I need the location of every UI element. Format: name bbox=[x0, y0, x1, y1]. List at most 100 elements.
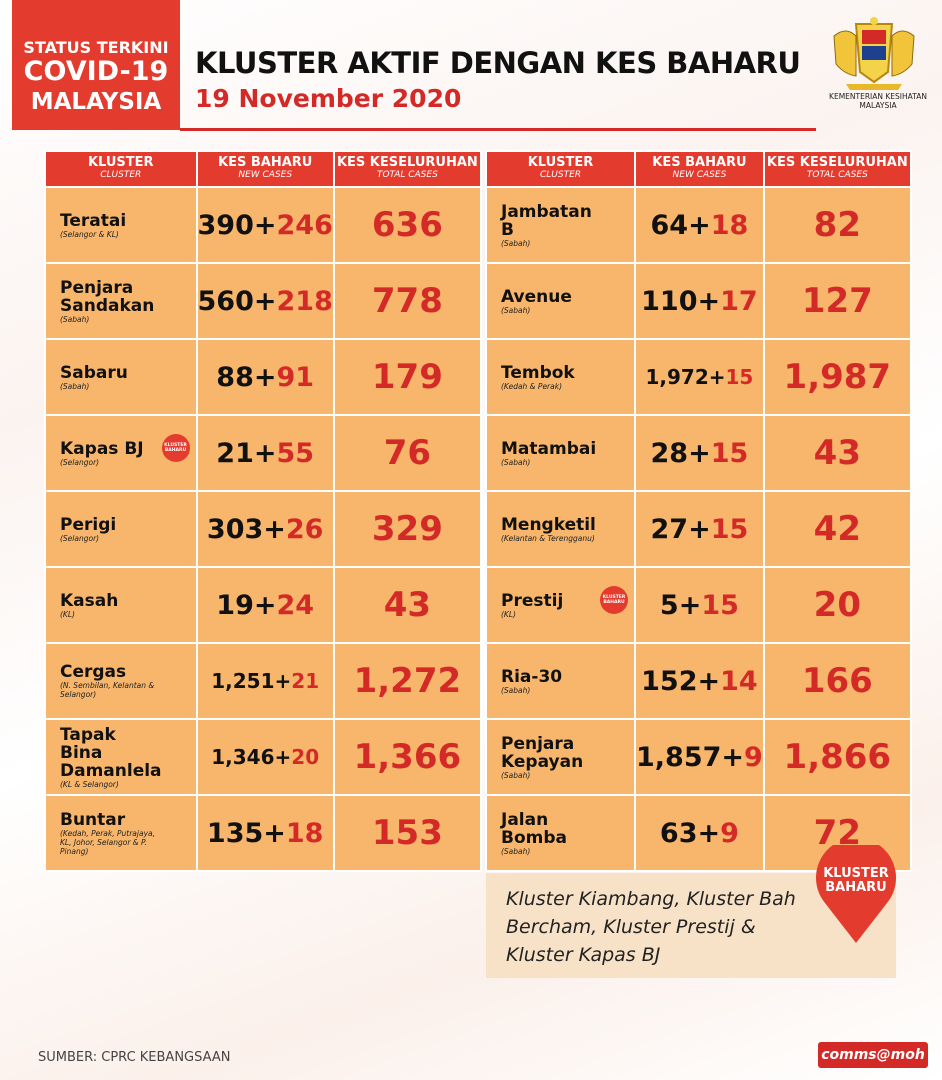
cluster-location: (Kedah, Perak, Putrajaya, KL, Johor, Sel… bbox=[60, 828, 155, 856]
new-cases-added: 15 bbox=[710, 513, 749, 545]
new-cases-cell: 135+18 bbox=[195, 794, 335, 872]
cluster-location: (Sabah) bbox=[501, 238, 531, 248]
cluster-cell: Buntar (Kedah, Perak, Putrajaya, KL, Joho… bbox=[44, 794, 198, 872]
cluster-name: Tapak Bina Damanlela bbox=[60, 724, 162, 781]
new-cases-base: 560+ bbox=[197, 285, 277, 317]
column-label: KES KESELURUHAN bbox=[766, 155, 908, 170]
cluster-row: Kapas BJ (Selangor) KLUSTER BAHARU 21+55 76 bbox=[44, 414, 482, 492]
column-sublabel: TOTAL CASES bbox=[376, 170, 438, 180]
cluster-cell: Jambatan B (Sabah) bbox=[485, 186, 636, 264]
cluster-row: Penjara Kepayan (Sabah) 1,857+9 1,866 bbox=[485, 718, 912, 796]
new-cases-cell: 5+15 bbox=[634, 566, 765, 644]
cluster-location: (Sabah) bbox=[501, 457, 531, 467]
new-cases-added: 17 bbox=[720, 285, 758, 317]
cluster-cell: Mengketil (Kelantan & Terengganu) bbox=[485, 490, 636, 568]
cluster-row: Prestij (KL) KLUSTER BAHARU 5+15 20 bbox=[485, 566, 912, 644]
cluster-cell: Matambai (Sabah) bbox=[485, 414, 636, 492]
ministry-line: MALAYSIA bbox=[859, 101, 897, 110]
new-cases-cell: 1,251+21 bbox=[195, 642, 335, 720]
new-cases-cell: 64+18 bbox=[634, 186, 765, 264]
cluster-name: Sabaru bbox=[60, 362, 128, 383]
cluster-name: Matambai bbox=[501, 438, 597, 459]
cluster-name: Jalan Bomba bbox=[501, 809, 567, 848]
new-cases-base: 63+ bbox=[659, 817, 721, 849]
new-cases-added: 14 bbox=[720, 665, 758, 697]
column-label: KLUSTER bbox=[527, 155, 594, 170]
total-cases-cell: 166 bbox=[762, 642, 912, 720]
new-cases-added: 55 bbox=[276, 437, 315, 469]
new-cases-cell: 88+91 bbox=[195, 338, 335, 416]
badge-line: BAHARU bbox=[164, 448, 187, 453]
cluster-cell: Kasah (KL) bbox=[44, 566, 198, 644]
new-cases-cell: 390+246 bbox=[195, 186, 335, 264]
cluster-cell: Prestij (KL) KLUSTER BAHARU bbox=[485, 566, 636, 644]
total-cases-cell: 127 bbox=[762, 262, 912, 340]
ministry-line: KEMENTERIAN KESIHATAN bbox=[829, 92, 927, 101]
new-cases-base: 390+ bbox=[197, 209, 277, 241]
new-cases-added: 9 bbox=[720, 817, 739, 849]
column-sublabel: CLUSTER bbox=[539, 170, 582, 180]
cluster-name: Ria-30 bbox=[501, 666, 563, 687]
cluster-row: Mengketil (Kelantan & Terengganu) 27+15 42 bbox=[485, 490, 912, 568]
total-cases-cell: 82 bbox=[762, 186, 912, 264]
badge-line: COVID-19 bbox=[23, 56, 169, 87]
status-badge: STATUS TERKINI COVID-19 MALAYSIA bbox=[12, 0, 180, 130]
new-cases-cell: 1,346+20 bbox=[195, 718, 335, 796]
cluster-location: (Sabah) bbox=[501, 685, 531, 695]
new-cases-base: 27+ bbox=[650, 513, 711, 545]
pin-line: KLUSTER bbox=[823, 866, 889, 881]
cluster-table: KLUSTER CLUSTER KES BAHARU NEW CASES KES KES… bbox=[44, 150, 482, 872]
cluster-row: Avenue (Sabah) 110+17 127 bbox=[485, 262, 912, 340]
new-cases-cell: 560+218 bbox=[195, 262, 335, 340]
new-cases-base: 1,857+ bbox=[636, 741, 745, 773]
cluster-name: Perigi bbox=[60, 514, 117, 535]
cluster-name: Penjara Kepayan bbox=[501, 733, 584, 772]
new-cases-cell: 21+55 bbox=[195, 414, 335, 492]
cluster-name: Jambatan B bbox=[501, 201, 592, 240]
new-cases-base: 19+ bbox=[216, 589, 277, 621]
new-cases-base: 152+ bbox=[641, 665, 721, 697]
cluster-name: Prestij bbox=[501, 590, 564, 611]
cluster-location: (Kedah & Perak) bbox=[501, 381, 563, 391]
cluster-location: (Selangor & KL) bbox=[60, 229, 119, 239]
new-cases-cell: 1,972+15 bbox=[634, 338, 765, 416]
pin-label: KLUSTER BAHARU bbox=[813, 867, 899, 895]
column-header: KES BAHARU NEW CASES bbox=[634, 150, 765, 188]
pin-shape bbox=[816, 837, 896, 943]
new-cases-added: 15 bbox=[725, 365, 754, 389]
cluster-location: (Selangor) bbox=[60, 533, 100, 543]
new-cases-added: 18 bbox=[710, 209, 749, 241]
new-cases-added: 24 bbox=[276, 589, 315, 621]
new-cases-cell: 303+26 bbox=[195, 490, 335, 568]
cluster-cell: Tembok (Kedah & Perak) bbox=[485, 338, 636, 416]
header-row: KLUSTER CLUSTER KES BAHARU NEW CASES KES KES… bbox=[44, 150, 482, 188]
cluster-row: Penjara Sandakan (Sabah) 560+218 778 bbox=[44, 262, 482, 340]
column-header: KLUSTER CLUSTER bbox=[44, 150, 198, 188]
column-sublabel: NEW CASES bbox=[672, 170, 727, 180]
total-cases-cell: 153 bbox=[332, 794, 482, 872]
cluster-name: Penjara Sandakan bbox=[60, 277, 155, 316]
total-cases-cell: 76 bbox=[332, 414, 482, 492]
new-cases-added: 218 bbox=[276, 285, 333, 317]
new-cases-cell: 63+9 bbox=[634, 794, 765, 872]
cluster-name: Avenue bbox=[501, 286, 572, 307]
cluster-name: Kasah bbox=[60, 590, 119, 611]
new-cases-added: 15 bbox=[710, 437, 749, 469]
cluster-row: Perigi (Selangor) 303+26 329 bbox=[44, 490, 482, 568]
total-cases-cell: 1,366 bbox=[332, 718, 482, 796]
total-cases-cell: 179 bbox=[332, 338, 482, 416]
column-sublabel: TOTAL CASES bbox=[806, 170, 868, 180]
new-cases-added: 15 bbox=[701, 589, 739, 621]
new-cases-base: 303+ bbox=[206, 513, 286, 545]
new-cases-base: 21+ bbox=[216, 437, 277, 469]
total-cases-cell: 636 bbox=[332, 186, 482, 264]
column-header: KES KESELURUHAN TOTAL CASES bbox=[762, 150, 912, 188]
new-cases-added: 91 bbox=[276, 361, 315, 393]
ministry-name: KEMENTERIAN KESIHATAN MALAYSIA bbox=[812, 92, 942, 110]
cluster-cell: Teratai (Selangor & KL) bbox=[44, 186, 198, 264]
cluster-cell: Cergas (N. Sembilan, Kelantan & Selangor) bbox=[44, 642, 198, 720]
badge-line: MALAYSIA bbox=[30, 89, 162, 115]
cluster-cell: Tapak Bina Damanlela (KL & Selangor) bbox=[44, 718, 198, 796]
coat-of-arms bbox=[833, 17, 915, 90]
total-cases-cell: 20 bbox=[762, 566, 912, 644]
